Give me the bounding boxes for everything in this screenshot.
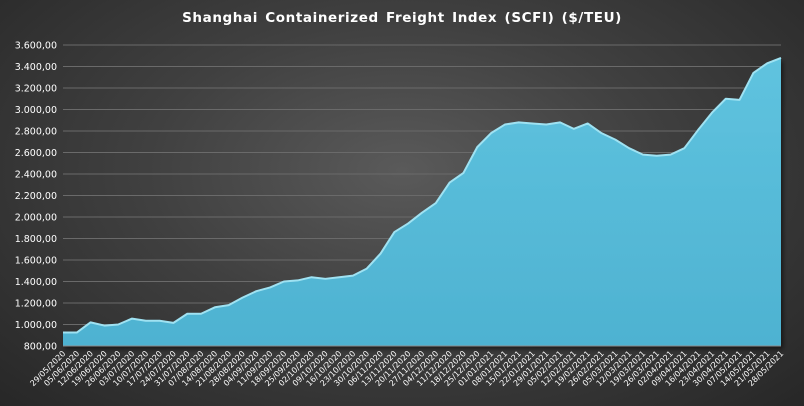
y-tick-label: 2.200,00 bbox=[15, 191, 57, 202]
series-line bbox=[63, 56, 782, 334]
y-tick-label: 1.600,00 bbox=[15, 256, 57, 267]
y-tick-label: 1.000,00 bbox=[15, 320, 57, 331]
y-tick-label: 3.000,00 bbox=[15, 105, 57, 116]
series-area-fill bbox=[63, 57, 781, 347]
series-area bbox=[63, 56, 782, 347]
y-tick-label: 3.200,00 bbox=[15, 84, 57, 95]
y-tick-label: 2.800,00 bbox=[15, 127, 57, 138]
x-axis: 29/05/202005/06/202012/06/202019/06/2020… bbox=[28, 345, 785, 388]
y-tick-label: 800,00 bbox=[24, 342, 57, 353]
y-tick-label: 2.400,00 bbox=[15, 170, 57, 181]
y-tick-label: 1.800,00 bbox=[15, 234, 57, 245]
y-tick-label: 3.400,00 bbox=[15, 62, 57, 73]
y-tick-label: 1.200,00 bbox=[15, 299, 57, 310]
y-tick-label: 2.000,00 bbox=[15, 213, 57, 224]
y-tick-label: 2.600,00 bbox=[15, 148, 57, 159]
y-tick-label: 1.400,00 bbox=[15, 277, 57, 288]
chart-title: Shanghai Containerized Freight Index (SC… bbox=[182, 10, 622, 26]
y-axis: 800,00 1.000,00 1.200,00 1.400,00 1.600,00 1.… bbox=[15, 41, 57, 353]
y-tick-label: 3.600,00 bbox=[15, 41, 57, 52]
